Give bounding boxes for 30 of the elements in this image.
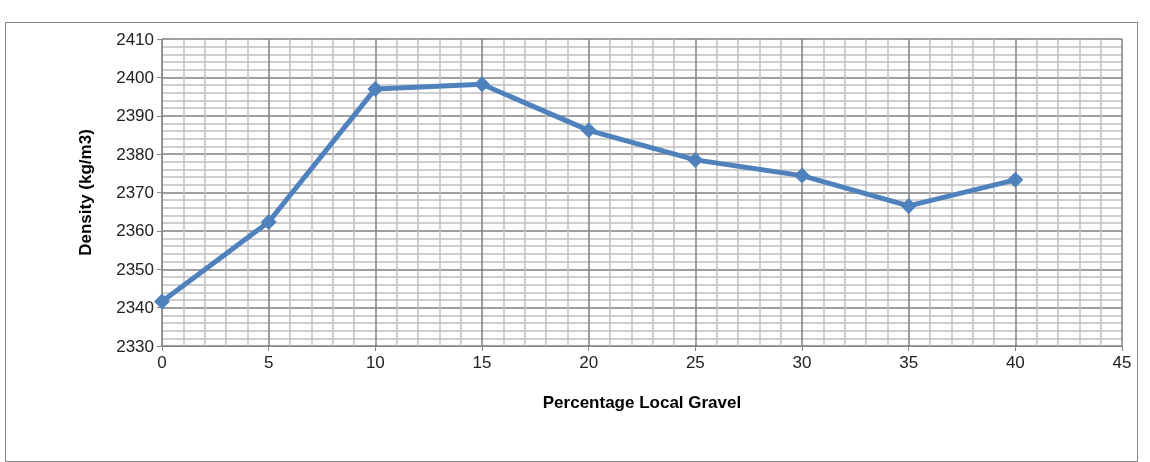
point (687, 151, 704, 168)
x-tick-label: 20 (579, 353, 599, 372)
x-tick-label: 5 (263, 353, 274, 372)
point (580, 122, 597, 139)
point (154, 293, 170, 310)
y-axis-title: Density (kg/m3) (76, 129, 95, 256)
x-tick-label: 10 (365, 353, 385, 372)
y-tick-label: 2350 (116, 259, 154, 279)
y-tick-label: 2380 (116, 144, 154, 164)
x-tick-label: 25 (685, 353, 705, 372)
x-tick-label: 45 (1112, 353, 1132, 372)
x-tick-label: 15 (472, 353, 492, 372)
y-tick-label: 2370 (116, 183, 154, 202)
y-tick-label: 2390 (116, 106, 154, 126)
point (900, 197, 917, 214)
x-tick-label: 35 (899, 353, 919, 372)
point (367, 80, 384, 97)
point (794, 167, 810, 184)
point (1007, 171, 1024, 188)
x-tick-label: 0 (157, 353, 167, 372)
y-tick-label: 2360 (116, 221, 154, 241)
y-tick-label: 2400 (116, 67, 154, 87)
point (474, 76, 490, 93)
x-axis-title: Percentage Local Gravel (542, 393, 742, 412)
y-tick-label: 2340 (116, 298, 154, 318)
x-tick-label: 30 (792, 353, 812, 372)
x-tick-label: 40 (1005, 353, 1025, 372)
point (260, 214, 277, 231)
y-tick-label: 2410 (116, 29, 154, 49)
y-tick-label: 2330 (116, 336, 154, 356)
